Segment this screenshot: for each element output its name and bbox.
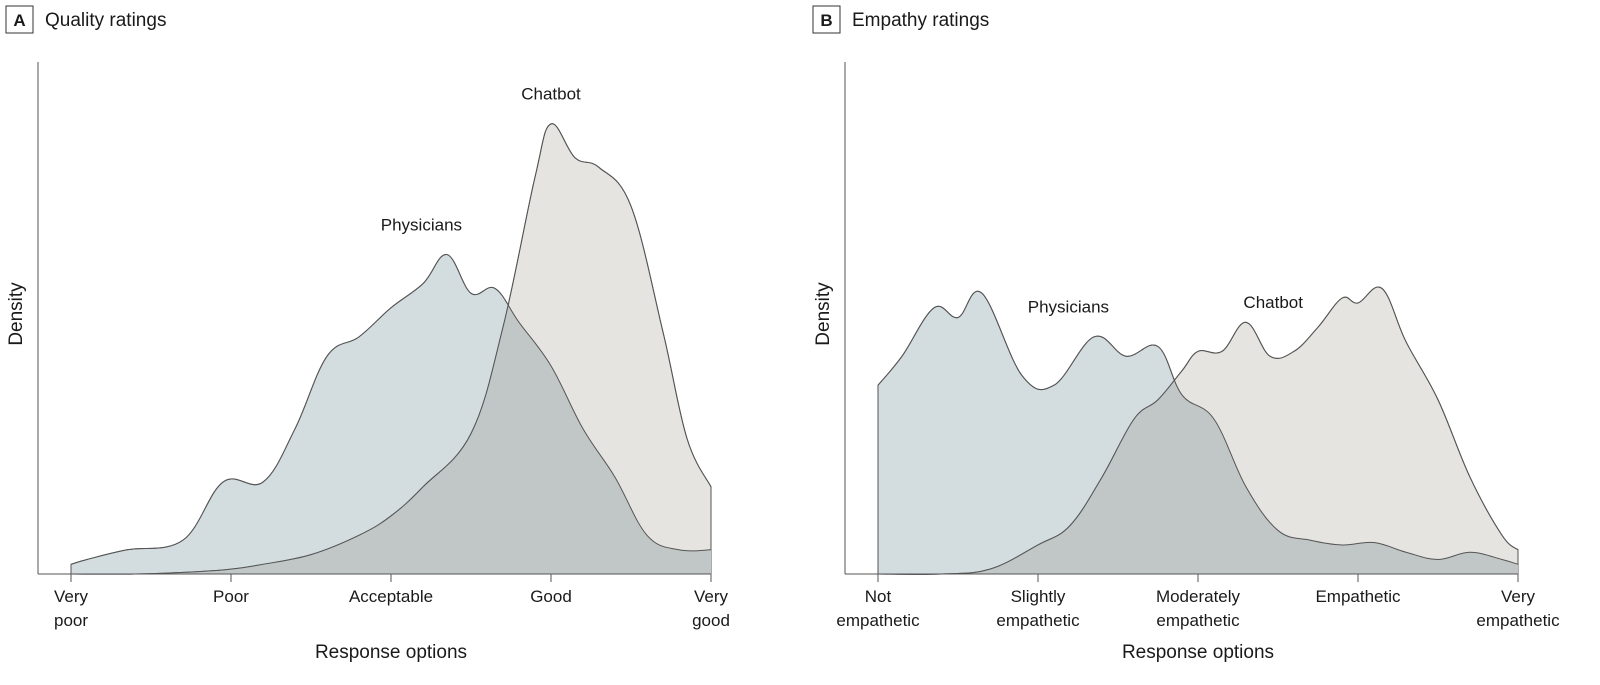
series-label-chatbot: Chatbot bbox=[521, 85, 581, 104]
overlap-area bbox=[71, 254, 711, 574]
series-line-chatbot bbox=[70, 123, 712, 575]
x-axis-title: Response options bbox=[315, 642, 467, 663]
x-axis-title: Response options bbox=[1122, 642, 1274, 663]
series-line-chatbot bbox=[877, 286, 1519, 575]
x-tick-label: Poor bbox=[213, 587, 249, 606]
y-axis-title: Density bbox=[813, 282, 834, 346]
series-line-physicians bbox=[70, 254, 712, 565]
x-tick-label: Not empathetic bbox=[836, 587, 920, 630]
panel-title: Empathy ratings bbox=[852, 10, 989, 31]
series-label-chatbot: Chatbot bbox=[1243, 293, 1303, 312]
series-line-physicians bbox=[877, 290, 1519, 565]
panel-letter-box bbox=[812, 5, 841, 34]
y-axis-title: Density bbox=[6, 282, 27, 346]
x-tick-label: Very poor bbox=[54, 587, 89, 630]
x-tick-label: Moderately empathetic bbox=[1156, 587, 1241, 630]
panel-a-quality-ratings: A Quality ratings Very poor Poor Acceptable Go… bbox=[5, 5, 730, 663]
x-tick-label: Empathetic bbox=[1315, 587, 1401, 606]
x-tick-label: Slightly empathetic bbox=[996, 587, 1080, 630]
panel-letter: A bbox=[13, 11, 25, 30]
x-tick-label: Very empathetic bbox=[1476, 587, 1560, 630]
x-tick-label: Very good bbox=[692, 587, 730, 630]
panel-letter-box bbox=[5, 5, 34, 34]
panel-title: Quality ratings bbox=[45, 10, 166, 31]
series-label-physicians: Physicians bbox=[381, 215, 462, 234]
panel-letter: B bbox=[820, 11, 832, 30]
x-tick-label: Good bbox=[530, 587, 572, 606]
x-tick-label: Acceptable bbox=[349, 587, 433, 606]
panel-b-empathy-ratings: B Empathy ratings Not empathetic Slightly emp… bbox=[812, 5, 1560, 663]
series-label-physicians: Physicians bbox=[1028, 298, 1109, 317]
